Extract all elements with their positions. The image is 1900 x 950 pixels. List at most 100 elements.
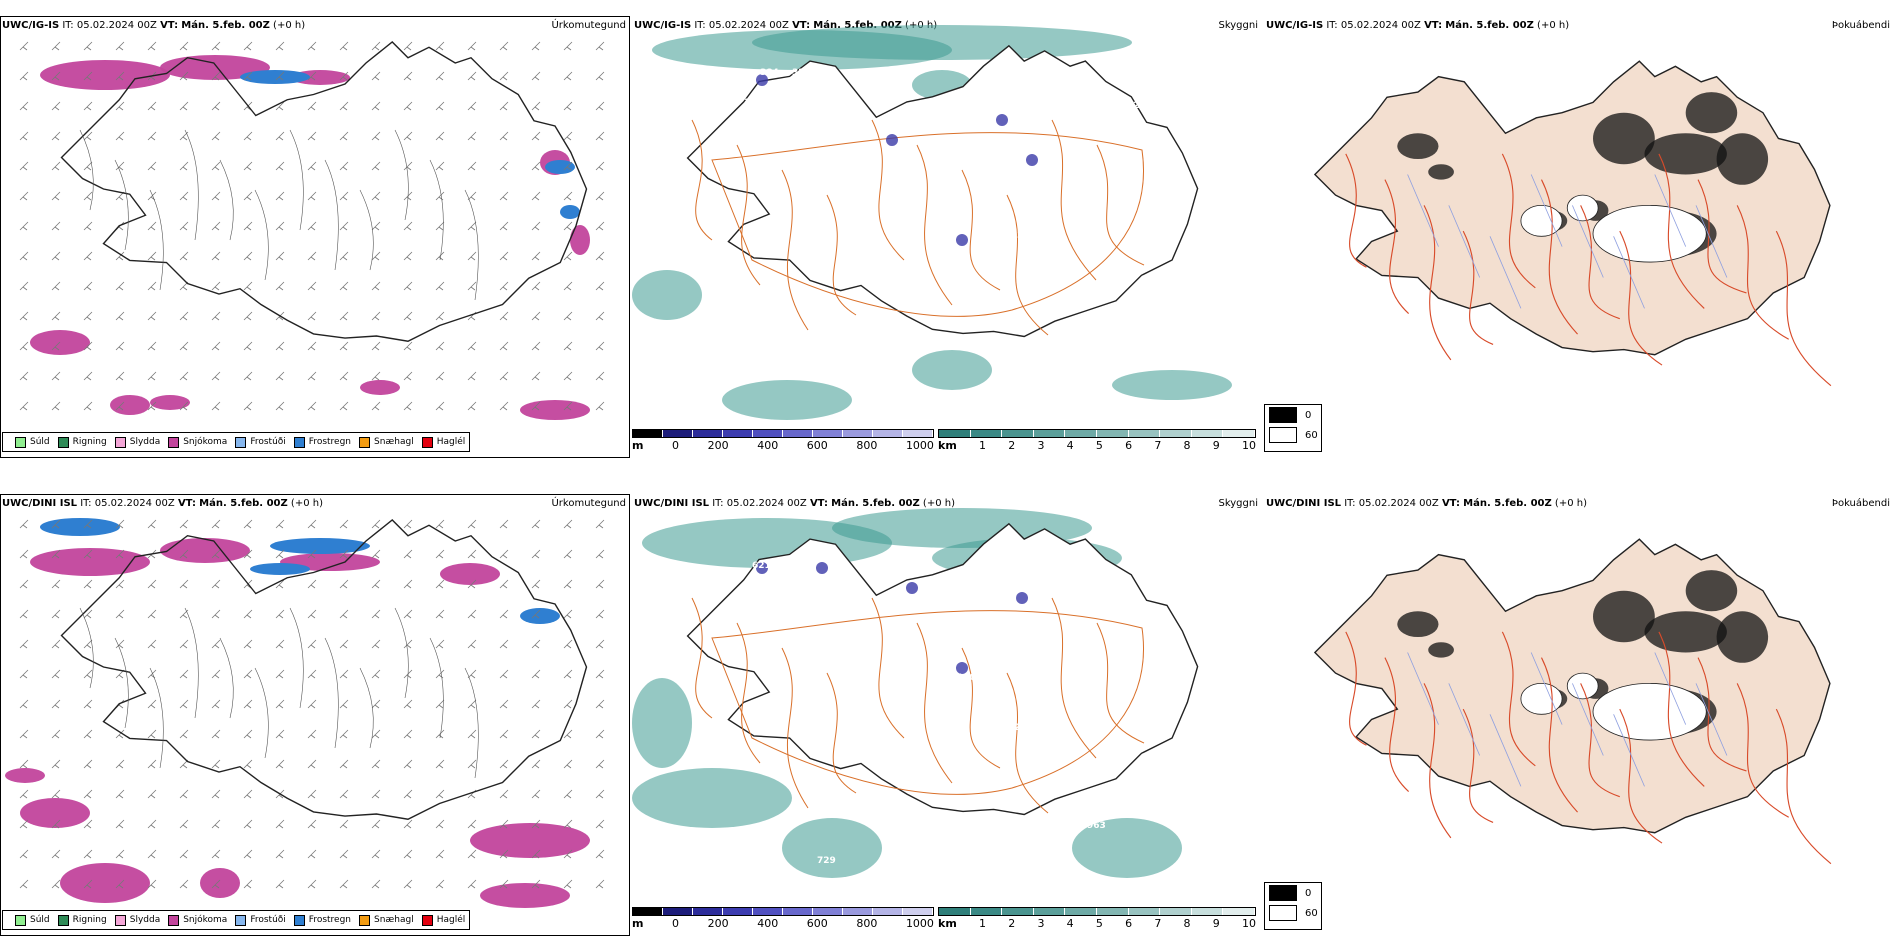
visibility-value-label: 327 [792,68,811,78]
header-lead: (+0 h) [273,20,306,31]
colorbar-tick: 6 [1125,439,1133,452]
frost-rain-area [520,608,560,624]
snow-area [200,868,240,898]
header-it_label: IT: [1326,20,1338,31]
snow-area [30,548,150,576]
panel-header: UWC/IG-IS IT: 05.02.2024 00Z VT: Mán. 5.… [2,20,305,31]
visibility-marker [906,582,918,594]
header-lead: (+0 h) [290,498,323,509]
precip-legend: Súld Rigning Slydda Snjókoma Frostúði Frostre… [2,432,471,452]
colorbar-tick: 4 [1066,917,1074,930]
panel-title: Úrkomutegund [551,20,626,31]
visibility-value-label: 621 [752,561,771,571]
visibility-colorbar-visibility_m: m 0 200 400 600 800 1000 [632,907,934,930]
map-frame [0,494,630,936]
map-canvas [1313,60,1832,387]
visibility-value-label: 860505 [952,571,990,581]
visibility-marker [956,662,968,674]
legend-swatch [235,914,247,926]
legend-label: Haglél [436,915,466,925]
fog-area [1397,133,1439,160]
visibility-marker [756,74,768,86]
header-model: UWC/IG-IS [1266,20,1324,31]
panel-header: UWC/DINI ISL IT: 05.02.2024 00Z VT: Mán.… [1266,498,1587,509]
iceland-coastline [60,519,588,820]
legend-label: Rigning [72,915,107,925]
header-lead: (+0 h) [1537,20,1570,31]
fog-legend-swatch [1269,427,1297,443]
colorbar-tick: 200 [707,439,729,452]
colorbar-tick: 9 [1212,439,1220,452]
colorbar-strip [632,429,934,438]
low-visibility-area [752,25,1132,60]
legend-swatch [57,436,69,448]
legend-label: Snæhagl [374,437,414,447]
header-model: UWC/DINI ISL [634,498,710,509]
legend-swatch [15,914,26,926]
colorbar-tick: 600 [806,439,828,452]
snow-area [160,55,270,80]
frost-rain-area [40,518,120,536]
colorbar-tick: 7 [1154,917,1162,930]
iceland-coastline [60,41,588,342]
visibility-marker [886,134,898,146]
header-lead: (+0 h) [1554,498,1587,509]
visibility-marker [756,562,768,574]
visibility-value-label: 225 [1127,101,1146,111]
legend-swatch [421,914,433,926]
visibility-value-label: 558 [1007,576,1026,586]
header-vt: Mán. 5.feb. 00Z [831,498,920,509]
legend-label: Snjókoma [183,915,228,925]
frost-rain-area [240,70,310,84]
visibility-marker [956,234,968,246]
visibility-colorbar-visibility_m: m 0 200 400 600 800 1000 [632,429,934,452]
header-model: UWC/DINI ISL [2,498,78,509]
colorbar-tick: 8 [1183,917,1191,930]
legend-label: Frostúði [250,437,286,447]
snow-area [440,563,500,585]
header-model: UWC/IG-IS [2,20,60,31]
fog-legend-label: 0 [1305,409,1312,421]
colorbar-unit: km [938,439,957,452]
fog-area [1428,642,1454,658]
header-vt: Mán. 5.feb. 00Z [181,20,270,31]
legend-swatch [293,914,305,926]
header-it_label: IT: [80,498,92,509]
legend-swatch [359,914,371,926]
colorbar-tick: 400 [757,439,779,452]
visibility-colorbar-visibility_km: km 1 2 3 4 5 6 7 8 9 10 [938,429,1256,452]
fog-legend-swatch [1269,905,1297,921]
colorbar-tick: 1 [979,439,986,452]
header-it: 05.02.2024 00Z [726,498,807,509]
map-canvas: 621 438 221 860505 558 843 260 120 277 963 729 [632,508,1199,878]
header-model: UWC/DINI ISL [1266,498,1342,509]
legend-swatch [168,436,180,448]
colorbar-unit: m [632,439,644,452]
visibility-value-label: 221 [802,591,821,601]
low-visibility-area [632,678,692,768]
colorbar-tick: 3 [1037,917,1045,930]
map-canvas [19,41,605,420]
precip-legend: Súld Rigning Slydda Snjókoma Frostúði Frostre… [2,910,471,930]
fog-area [1716,133,1769,185]
low-visibility-area [632,270,702,320]
visibility-value-label: 729 [817,856,836,866]
colorbar-strip [632,907,934,916]
legend-swatch [15,436,26,448]
legend-swatch [57,914,69,926]
map-canvas: 384 327 306 249 120 331 225 [632,25,1232,420]
legend-swatch [421,436,433,448]
visibility-value-label: 277 [1014,723,1033,733]
fog-area [1397,611,1439,638]
low-visibility-area [1072,818,1182,878]
panel-header: UWC/IG-IS IT: 05.02.2024 00Z VT: Mán. 5.… [1266,20,1569,31]
fog-legend: 0 60 [1264,404,1322,452]
panel-title: Úrkomutegund [551,498,626,509]
legend-label: Frostregn [308,437,352,447]
colorbar-ticks: km 1 2 3 4 5 6 7 8 9 10 [938,439,1256,452]
legend-label: Frostúði [250,915,286,925]
panel-header: UWC/DINI ISL IT: 05.02.2024 00Z VT: Mán.… [634,498,955,509]
snow-area [470,823,590,858]
frost-rain-area [545,160,575,174]
header-vt_label: VT: [1424,20,1443,31]
